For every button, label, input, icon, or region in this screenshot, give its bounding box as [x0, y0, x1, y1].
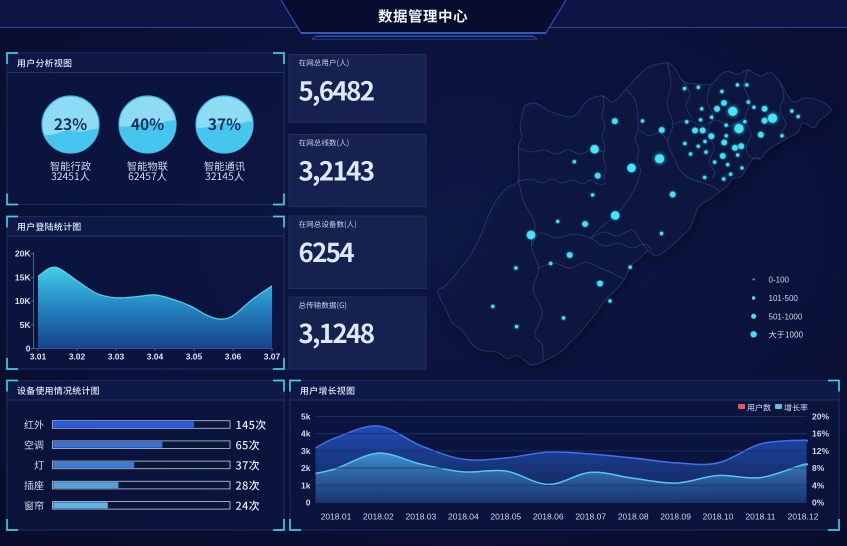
svg-text:2018.10: 2018.10	[703, 512, 734, 522]
svg-text:5k: 5k	[301, 412, 311, 422]
svg-text:12%: 12%	[812, 446, 829, 456]
svg-text:2018.05: 2018.05	[490, 512, 521, 522]
svg-text:3.06: 3.06	[225, 352, 242, 362]
svg-text:2018.04: 2018.04	[448, 512, 479, 522]
svg-text:0: 0	[26, 344, 31, 354]
svg-text:2018.02: 2018.02	[363, 512, 394, 522]
svg-text:3.01: 3.01	[30, 352, 47, 362]
svg-text:3.07: 3.07	[264, 352, 281, 362]
svg-text:2018.07: 2018.07	[575, 512, 606, 522]
svg-text:4k: 4k	[301, 429, 311, 439]
svg-text:2018.03: 2018.03	[406, 512, 437, 522]
svg-text:15K: 15K	[15, 272, 31, 282]
svg-text:2018.01: 2018.01	[321, 512, 352, 522]
svg-text:3.04: 3.04	[147, 352, 164, 362]
svg-text:2018.08: 2018.08	[618, 512, 649, 522]
svg-text:3.02: 3.02	[69, 352, 86, 362]
svg-text:0%: 0%	[812, 498, 825, 508]
svg-text:16%: 16%	[812, 429, 829, 439]
svg-text:20K: 20K	[15, 249, 31, 259]
svg-text:1k: 1k	[301, 480, 311, 490]
svg-text:8%: 8%	[812, 463, 825, 473]
svg-text:4%: 4%	[812, 480, 825, 490]
svg-text:3.05: 3.05	[186, 352, 203, 362]
svg-text:2018.06: 2018.06	[533, 512, 564, 522]
svg-text:501-1000: 501-1000	[769, 312, 803, 321]
svg-text:0-100: 0-100	[769, 276, 790, 285]
svg-text:2k: 2k	[301, 463, 311, 473]
svg-text:3.03: 3.03	[108, 352, 125, 362]
svg-text:3k: 3k	[301, 446, 311, 456]
svg-text:101-500: 101-500	[769, 294, 799, 303]
svg-text:2018.09: 2018.09	[660, 512, 691, 522]
svg-text:0: 0	[306, 498, 311, 508]
svg-text:5K: 5K	[20, 320, 32, 330]
svg-text:10K: 10K	[15, 296, 31, 306]
svg-text:2018.11: 2018.11	[745, 512, 775, 522]
svg-text:20%: 20%	[812, 412, 829, 422]
svg-text:2018.12: 2018.12	[788, 512, 819, 522]
